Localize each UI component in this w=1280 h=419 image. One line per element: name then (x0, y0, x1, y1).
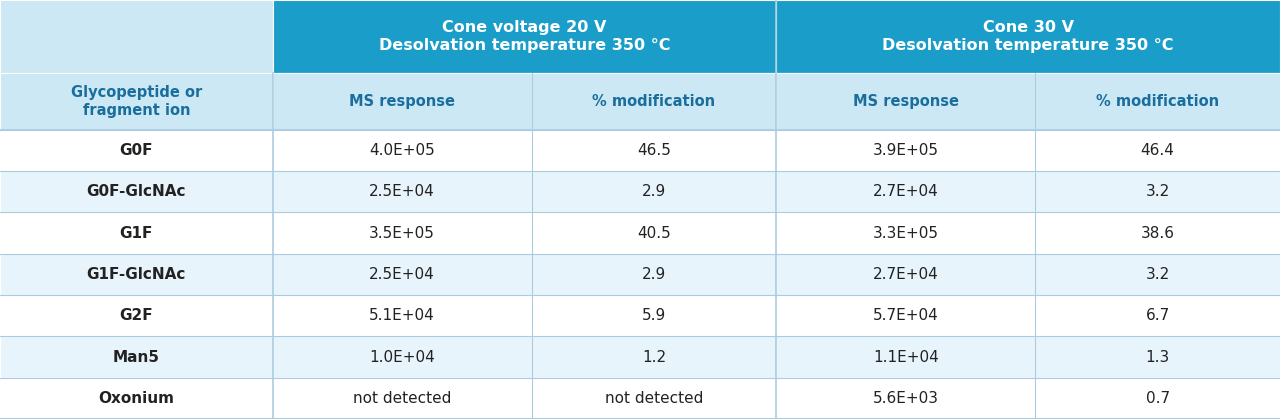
FancyBboxPatch shape (0, 295, 273, 336)
FancyBboxPatch shape (531, 378, 777, 419)
Text: G1F-GlcNAc: G1F-GlcNAc (87, 267, 186, 282)
Text: G1F: G1F (120, 226, 154, 241)
Text: 2.5E+04: 2.5E+04 (370, 267, 435, 282)
FancyBboxPatch shape (1036, 336, 1280, 378)
Text: 40.5: 40.5 (637, 226, 671, 241)
Text: Cone voltage 20 V
Desolvation temperature 350 °C: Cone voltage 20 V Desolvation temperatur… (379, 21, 671, 53)
Text: 0.7: 0.7 (1146, 391, 1170, 406)
Text: 1.1E+04: 1.1E+04 (873, 349, 938, 365)
FancyBboxPatch shape (777, 295, 1036, 336)
FancyBboxPatch shape (531, 171, 777, 212)
Text: 5.6E+03: 5.6E+03 (873, 391, 938, 406)
FancyBboxPatch shape (531, 73, 777, 130)
Text: G0F: G0F (119, 143, 154, 158)
Text: MS response: MS response (349, 94, 456, 109)
FancyBboxPatch shape (777, 336, 1036, 378)
FancyBboxPatch shape (1036, 378, 1280, 419)
FancyBboxPatch shape (777, 0, 1280, 73)
Text: 46.4: 46.4 (1140, 143, 1175, 158)
Text: 5.1E+04: 5.1E+04 (370, 308, 435, 323)
FancyBboxPatch shape (273, 295, 531, 336)
FancyBboxPatch shape (1036, 130, 1280, 171)
Text: Glycopeptide or
fragment ion: Glycopeptide or fragment ion (70, 85, 202, 118)
Text: Man5: Man5 (113, 349, 160, 365)
FancyBboxPatch shape (531, 254, 777, 295)
FancyBboxPatch shape (531, 130, 777, 171)
Text: 2.5E+04: 2.5E+04 (370, 184, 435, 199)
FancyBboxPatch shape (0, 130, 273, 171)
Text: 38.6: 38.6 (1140, 226, 1175, 241)
Text: % modification: % modification (593, 94, 716, 109)
FancyBboxPatch shape (0, 0, 273, 73)
Text: 4.0E+05: 4.0E+05 (370, 143, 435, 158)
FancyBboxPatch shape (273, 212, 531, 254)
Text: 1.3: 1.3 (1146, 349, 1170, 365)
Text: 3.5E+05: 3.5E+05 (369, 226, 435, 241)
FancyBboxPatch shape (1036, 73, 1280, 130)
FancyBboxPatch shape (777, 130, 1036, 171)
Text: G0F-GlcNAc: G0F-GlcNAc (87, 184, 186, 199)
Text: 2.7E+04: 2.7E+04 (873, 184, 938, 199)
Text: not detected: not detected (605, 391, 703, 406)
FancyBboxPatch shape (1036, 212, 1280, 254)
Text: 5.7E+04: 5.7E+04 (873, 308, 938, 323)
FancyBboxPatch shape (273, 130, 531, 171)
FancyBboxPatch shape (1036, 295, 1280, 336)
FancyBboxPatch shape (0, 171, 273, 212)
Text: not detected: not detected (353, 391, 452, 406)
FancyBboxPatch shape (273, 0, 777, 73)
FancyBboxPatch shape (777, 171, 1036, 212)
FancyBboxPatch shape (273, 254, 531, 295)
Text: 46.5: 46.5 (637, 143, 671, 158)
Text: G2F: G2F (119, 308, 154, 323)
Text: 1.0E+04: 1.0E+04 (370, 349, 435, 365)
FancyBboxPatch shape (777, 212, 1036, 254)
Text: 2.9: 2.9 (641, 184, 666, 199)
FancyBboxPatch shape (1036, 171, 1280, 212)
Text: 5.9: 5.9 (641, 308, 666, 323)
Text: % modification: % modification (1096, 94, 1219, 109)
FancyBboxPatch shape (1036, 254, 1280, 295)
FancyBboxPatch shape (273, 73, 531, 130)
FancyBboxPatch shape (531, 295, 777, 336)
FancyBboxPatch shape (273, 171, 531, 212)
Text: 3.2: 3.2 (1146, 267, 1170, 282)
Text: 3.3E+05: 3.3E+05 (873, 226, 938, 241)
FancyBboxPatch shape (273, 336, 531, 378)
FancyBboxPatch shape (0, 336, 273, 378)
FancyBboxPatch shape (777, 254, 1036, 295)
Text: 6.7: 6.7 (1146, 308, 1170, 323)
FancyBboxPatch shape (777, 378, 1036, 419)
Text: 1.2: 1.2 (643, 349, 666, 365)
FancyBboxPatch shape (777, 73, 1036, 130)
Text: 2.9: 2.9 (641, 267, 666, 282)
FancyBboxPatch shape (273, 378, 531, 419)
FancyBboxPatch shape (0, 212, 273, 254)
Text: 3.2: 3.2 (1146, 184, 1170, 199)
FancyBboxPatch shape (0, 254, 273, 295)
Text: 3.9E+05: 3.9E+05 (873, 143, 938, 158)
Text: 2.7E+04: 2.7E+04 (873, 267, 938, 282)
FancyBboxPatch shape (531, 336, 777, 378)
FancyBboxPatch shape (0, 73, 273, 130)
Text: MS response: MS response (852, 94, 959, 109)
FancyBboxPatch shape (531, 212, 777, 254)
FancyBboxPatch shape (0, 378, 273, 419)
Text: Cone 30 V
Desolvation temperature 350 °C: Cone 30 V Desolvation temperature 350 °C (882, 21, 1174, 53)
Text: Oxonium: Oxonium (99, 391, 174, 406)
